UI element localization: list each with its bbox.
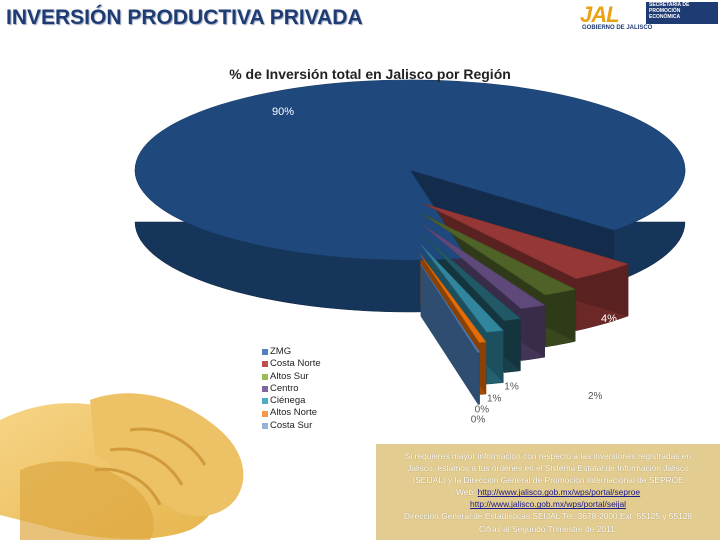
legend-item: Centro	[262, 383, 321, 395]
pie-slice	[421, 234, 522, 321]
legend-label: Centro	[270, 382, 299, 394]
info-line: (SEIJAL) y la Dirección General de Promo…	[412, 475, 684, 486]
info-line: Dirección General de Estadísticas SEIJAL…	[403, 511, 693, 522]
seproe-link[interactable]: http://www.jalisco.gob.mx/wps/portal/sep…	[477, 487, 641, 498]
pie-slice	[420, 244, 504, 333]
data-label: 0%	[475, 404, 490, 415]
legend-item: Altos Norte	[262, 407, 321, 419]
legend-item: Altos Sur	[262, 371, 321, 383]
data-label: 4%	[601, 313, 617, 325]
pie-slice	[422, 214, 577, 296]
info-line: Web: http://www.jalisco.gob.mx/wps/porta…	[382, 486, 714, 498]
data-label: 1%	[487, 393, 502, 404]
pie-slice	[423, 203, 630, 280]
legend-swatch	[262, 361, 268, 368]
page-title: INVERSIÓN PRODUCTIVA PRIVADA	[6, 6, 363, 29]
pie-slice	[422, 224, 546, 309]
pie-slice-face	[420, 264, 478, 405]
pie-slice	[420, 254, 487, 343]
legend-label: ZMG	[270, 346, 292, 357]
legend-swatch	[262, 349, 268, 356]
pie-slice	[134, 79, 686, 261]
logo-line: ECONÓMICA	[649, 14, 681, 20]
legend-swatch	[262, 373, 268, 380]
legend: ZMG Costa Norte Altos Sur Centro Ciénega Alto…	[262, 346, 321, 432]
logo-line: PROMOCIÓN	[649, 8, 681, 14]
seijal-link[interactable]: http://www.jalisco.gob.mx/wps/portal/sei…	[470, 499, 626, 510]
logo-box: SECRETARÍA DE PROMOCIÓN ECONÓMICA	[646, 2, 718, 24]
legend-item: ZMG	[262, 346, 321, 358]
legend-swatch	[262, 398, 268, 405]
legend-label: Altos Norte	[270, 407, 317, 419]
logo-gov-text: GOBIERNO DE JALISCO	[582, 25, 653, 31]
handshake-illustration	[0, 393, 244, 540]
legend-item: Costa Norte	[262, 358, 321, 370]
legend-label: Costa Sur	[270, 419, 313, 431]
info-line: Cifras al Segundo Trimestre de 2011.	[478, 523, 618, 534]
pie-slice	[420, 264, 481, 353]
legend-swatch	[262, 410, 268, 417]
info-box: Si requieres mayor información con respe…	[376, 444, 720, 540]
legend-swatch	[262, 386, 268, 393]
info-line: http://www.jalisco.gob.mx/wps/portal/sei…	[382, 498, 714, 510]
data-label: 90%	[272, 106, 294, 118]
legend-swatch	[262, 422, 268, 429]
legend-label: Altos Sur	[270, 370, 309, 382]
pie-tops	[134, 79, 686, 353]
web-label: Web:	[455, 487, 476, 498]
jalisco-logo: JAL SECRETARÍA DE PROMOCIÓN ECONÓMICA GO…	[578, 0, 718, 34]
logo-mark: JAL	[580, 2, 620, 27]
legend-label: Costa Norte	[270, 358, 321, 370]
info-line: Jalisco, estamos a tus órdenes en el Sis…	[407, 463, 689, 474]
legend-item: Ciénega	[262, 395, 321, 407]
pie-labels: 90%4%2%1%1%0%0%	[272, 106, 617, 425]
data-label: 1%	[504, 382, 519, 393]
legend-item: Costa Sur	[262, 420, 321, 432]
data-label: 0%	[471, 414, 486, 425]
data-label: 2%	[588, 391, 603, 402]
logo-line: SECRETARÍA DE	[649, 2, 690, 8]
chart-title: % de Inversión total en Jalisco por Regi…	[229, 66, 511, 82]
legend-label: Ciénega	[270, 395, 306, 407]
info-line: Si requieres mayor información con respe…	[404, 451, 692, 461]
